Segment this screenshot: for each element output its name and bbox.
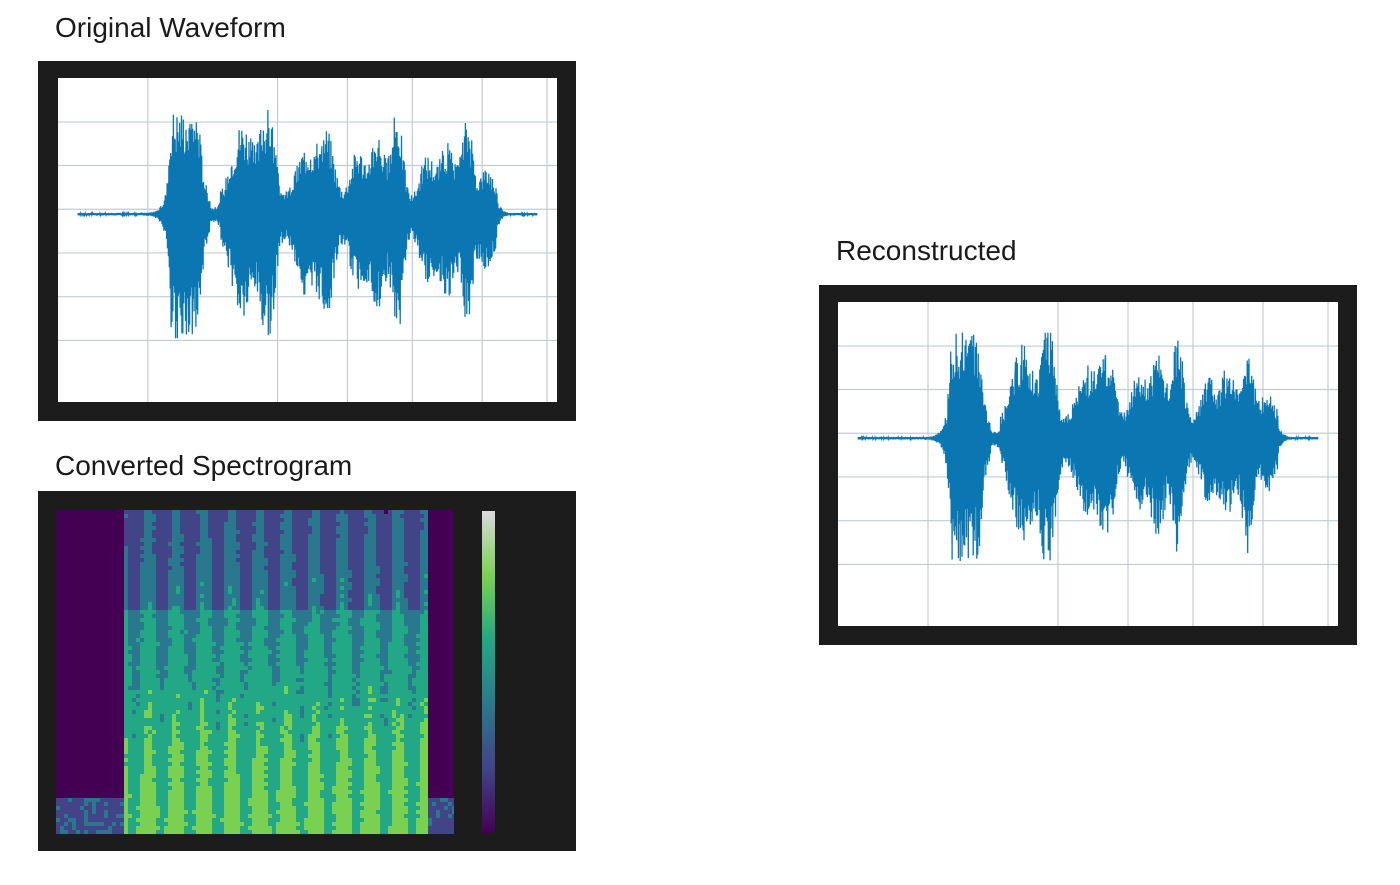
waveform-trace [77, 109, 538, 339]
reconstructed-waveform-svg [838, 302, 1338, 626]
spectrogram-title: Converted Spectrogram [55, 450, 353, 481]
spectrogram-colorbar [482, 511, 495, 833]
spectrogram-frame [38, 491, 576, 851]
spectrogram-cells [56, 510, 454, 834]
original-waveform-svg [58, 78, 557, 402]
waveform-trace [857, 332, 1319, 562]
original-waveform-title: Original Waveform [55, 12, 286, 43]
colorbar-gradient [482, 511, 495, 833]
original-waveform-plot [58, 78, 557, 402]
spectrogram-image [56, 510, 454, 834]
reconstructed-title: Reconstructed [836, 235, 1017, 266]
reconstructed-plot [838, 302, 1338, 626]
reconstructed-frame [819, 285, 1357, 645]
original-waveform-frame [38, 61, 576, 421]
